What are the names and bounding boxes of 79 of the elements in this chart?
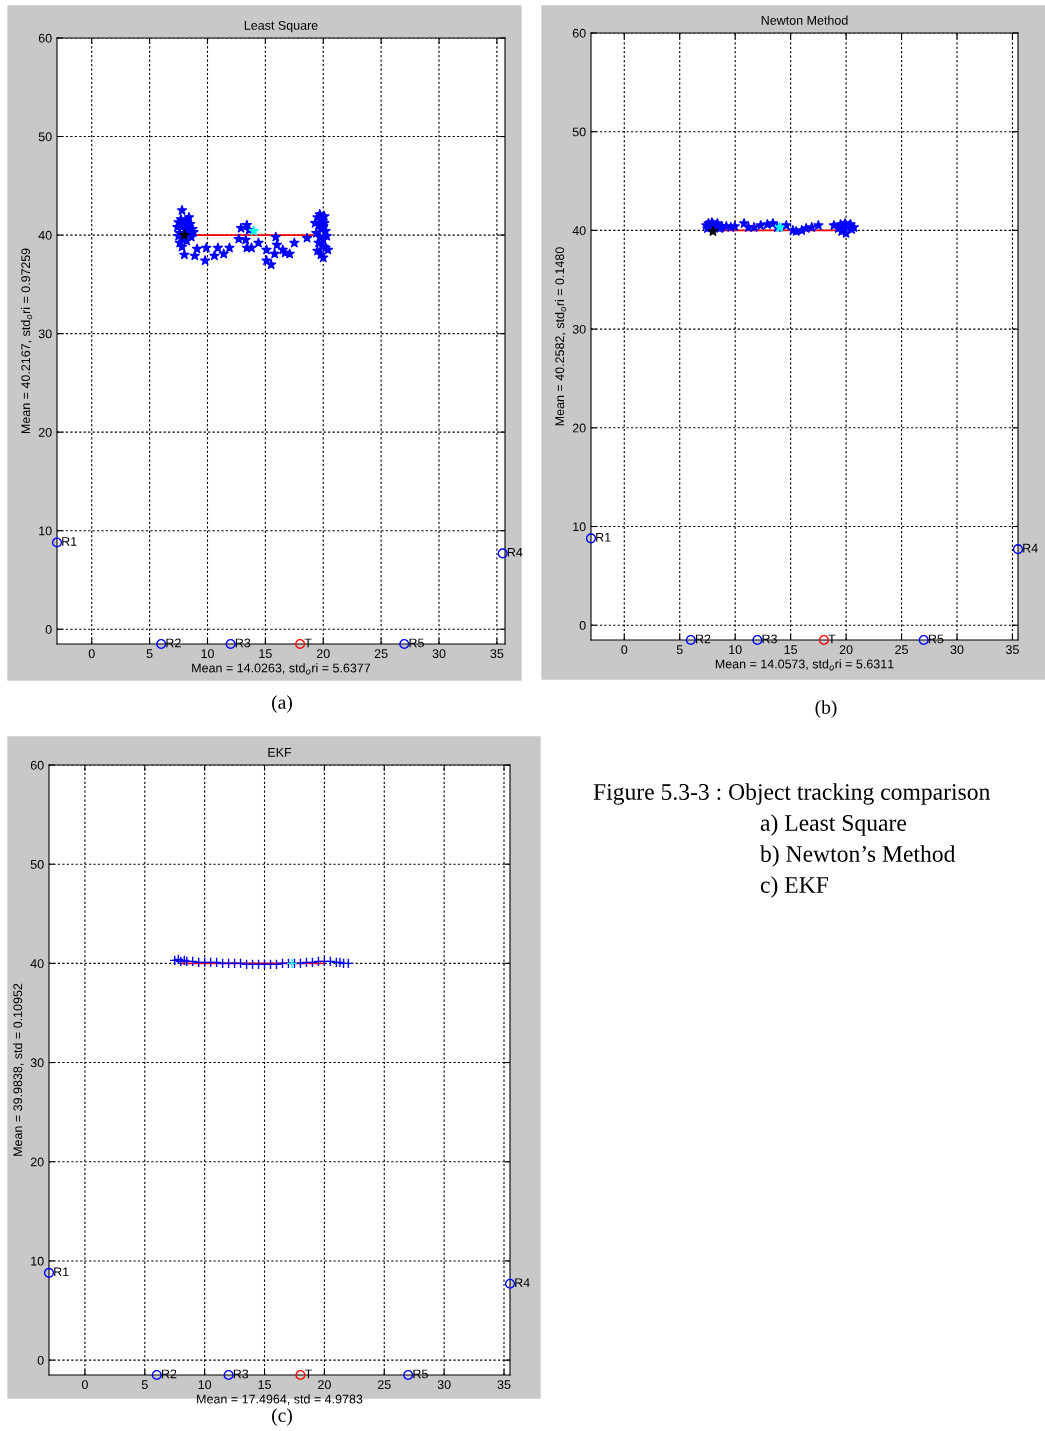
y-tick-label: 60 (38, 33, 52, 43)
x-tick-label: 30 (437, 1380, 451, 1390)
y-tick-label: 50 (38, 132, 52, 142)
annotation: R3 (233, 1369, 249, 1379)
x-tick-label: 30 (950, 645, 964, 655)
x-axis-title: Mean = 17.4964, std = 4.9783 (197, 1394, 363, 1405)
y-tick-label: 40 (30, 959, 44, 969)
x-tick-label: 20 (839, 645, 853, 655)
x-tick-label: 15 (259, 649, 272, 659)
y-tick-label: 50 (572, 127, 586, 137)
chart-title: Least Square (244, 20, 318, 33)
x-tick-label: 35 (497, 1380, 511, 1390)
x-tick-label: 35 (490, 649, 504, 659)
y-tick-label: 30 (30, 1058, 44, 1068)
x-tick-label: 10 (198, 1380, 212, 1390)
annotation: R5 (413, 1369, 428, 1379)
y-tick-label: 10 (573, 522, 586, 532)
x-tick-label: 0 (81, 1380, 88, 1390)
y-tick-label: 30 (572, 324, 586, 334)
text: (b) (815, 700, 837, 718)
x-tick-label: 15 (258, 1380, 271, 1390)
x-tick-label: 5 (676, 645, 683, 655)
chart-title: Newton Method (761, 15, 848, 25)
x-tick-label: 0 (88, 649, 95, 659)
annotation: R4 (507, 547, 523, 557)
annotation: R4 (515, 1278, 530, 1287)
annotation: R4 (1023, 543, 1038, 553)
y-tick-label: 60 (572, 28, 586, 38)
annotation: R1 (54, 1267, 69, 1277)
y-tick-label: 10 (39, 526, 52, 536)
x-tick-label: 20 (316, 649, 330, 659)
x-tick-label: 25 (377, 1380, 391, 1390)
x-tick-label: 5 (146, 649, 153, 659)
annotation: R2 (696, 634, 711, 644)
y-tick-label: 50 (30, 859, 44, 869)
text: (c) (272, 1408, 292, 1426)
text: c) EKF (760, 876, 828, 898)
x-tick-label: 0 (621, 645, 628, 655)
text: (a) (272, 695, 292, 713)
y-axis-title: Mean = 40.2582, std$_{o}$ri = 0.1480 (554, 247, 567, 426)
y-tick-label: 60 (30, 760, 44, 770)
x-axis-title: Mean = 14.0573, std$_{o}$ri = 5.6311 (715, 659, 894, 671)
chart-title: EKF (268, 748, 292, 757)
y-tick-label: 0 (45, 625, 52, 634)
annotation: T (828, 634, 836, 644)
y-tick-label: 0 (37, 1355, 44, 1365)
caption: Figure 5.3-3 : Object tracking comparison (593, 783, 990, 805)
y-tick-label: 30 (38, 329, 52, 339)
x-tick-label: 10 (201, 649, 214, 659)
x-axis-title: Mean = 14.0263, std$_{o}$ri = 5.6377 (192, 663, 371, 675)
x-tick-label: 15 (784, 645, 798, 655)
y-tick-label: 10 (31, 1256, 44, 1266)
annotation: T (304, 1369, 312, 1379)
y-tick-label: 20 (30, 1157, 44, 1167)
y-tick-label: 40 (38, 230, 52, 240)
y-tick-label: 20 (38, 427, 52, 437)
x-tick-label: 30 (432, 649, 446, 659)
annotation: R2 (161, 1369, 177, 1379)
x-tick-label: 25 (374, 649, 388, 659)
x-tick-label: 25 (895, 645, 908, 655)
annotation: R1 (596, 532, 611, 542)
text: b) Newton’s Method (760, 845, 956, 867)
y-axis-title: Mean = 40.2167, std$_{o}$ri = 0.97259 (20, 248, 33, 434)
annotation: R5 (928, 634, 944, 644)
annotation: R3 (235, 638, 251, 648)
annotation: R3 (762, 634, 777, 644)
x-tick-label: 35 (1005, 645, 1019, 655)
text: a) Least Square (760, 814, 907, 836)
annotation: T (304, 638, 312, 648)
x-tick-label: 5 (141, 1380, 148, 1390)
x-tick-label: 10 (729, 645, 742, 655)
y-tick-label: 40 (572, 226, 586, 236)
annotation: R1 (62, 537, 77, 546)
annotation: R2 (166, 638, 181, 648)
y-tick-label: 20 (572, 423, 586, 433)
y-axis-title: Mean = 39.9838, std = 0.10952 (13, 983, 24, 1156)
annotation: R5 (409, 638, 424, 648)
x-tick-label: 20 (318, 1380, 331, 1390)
y-tick-label: 0 (579, 621, 586, 630)
